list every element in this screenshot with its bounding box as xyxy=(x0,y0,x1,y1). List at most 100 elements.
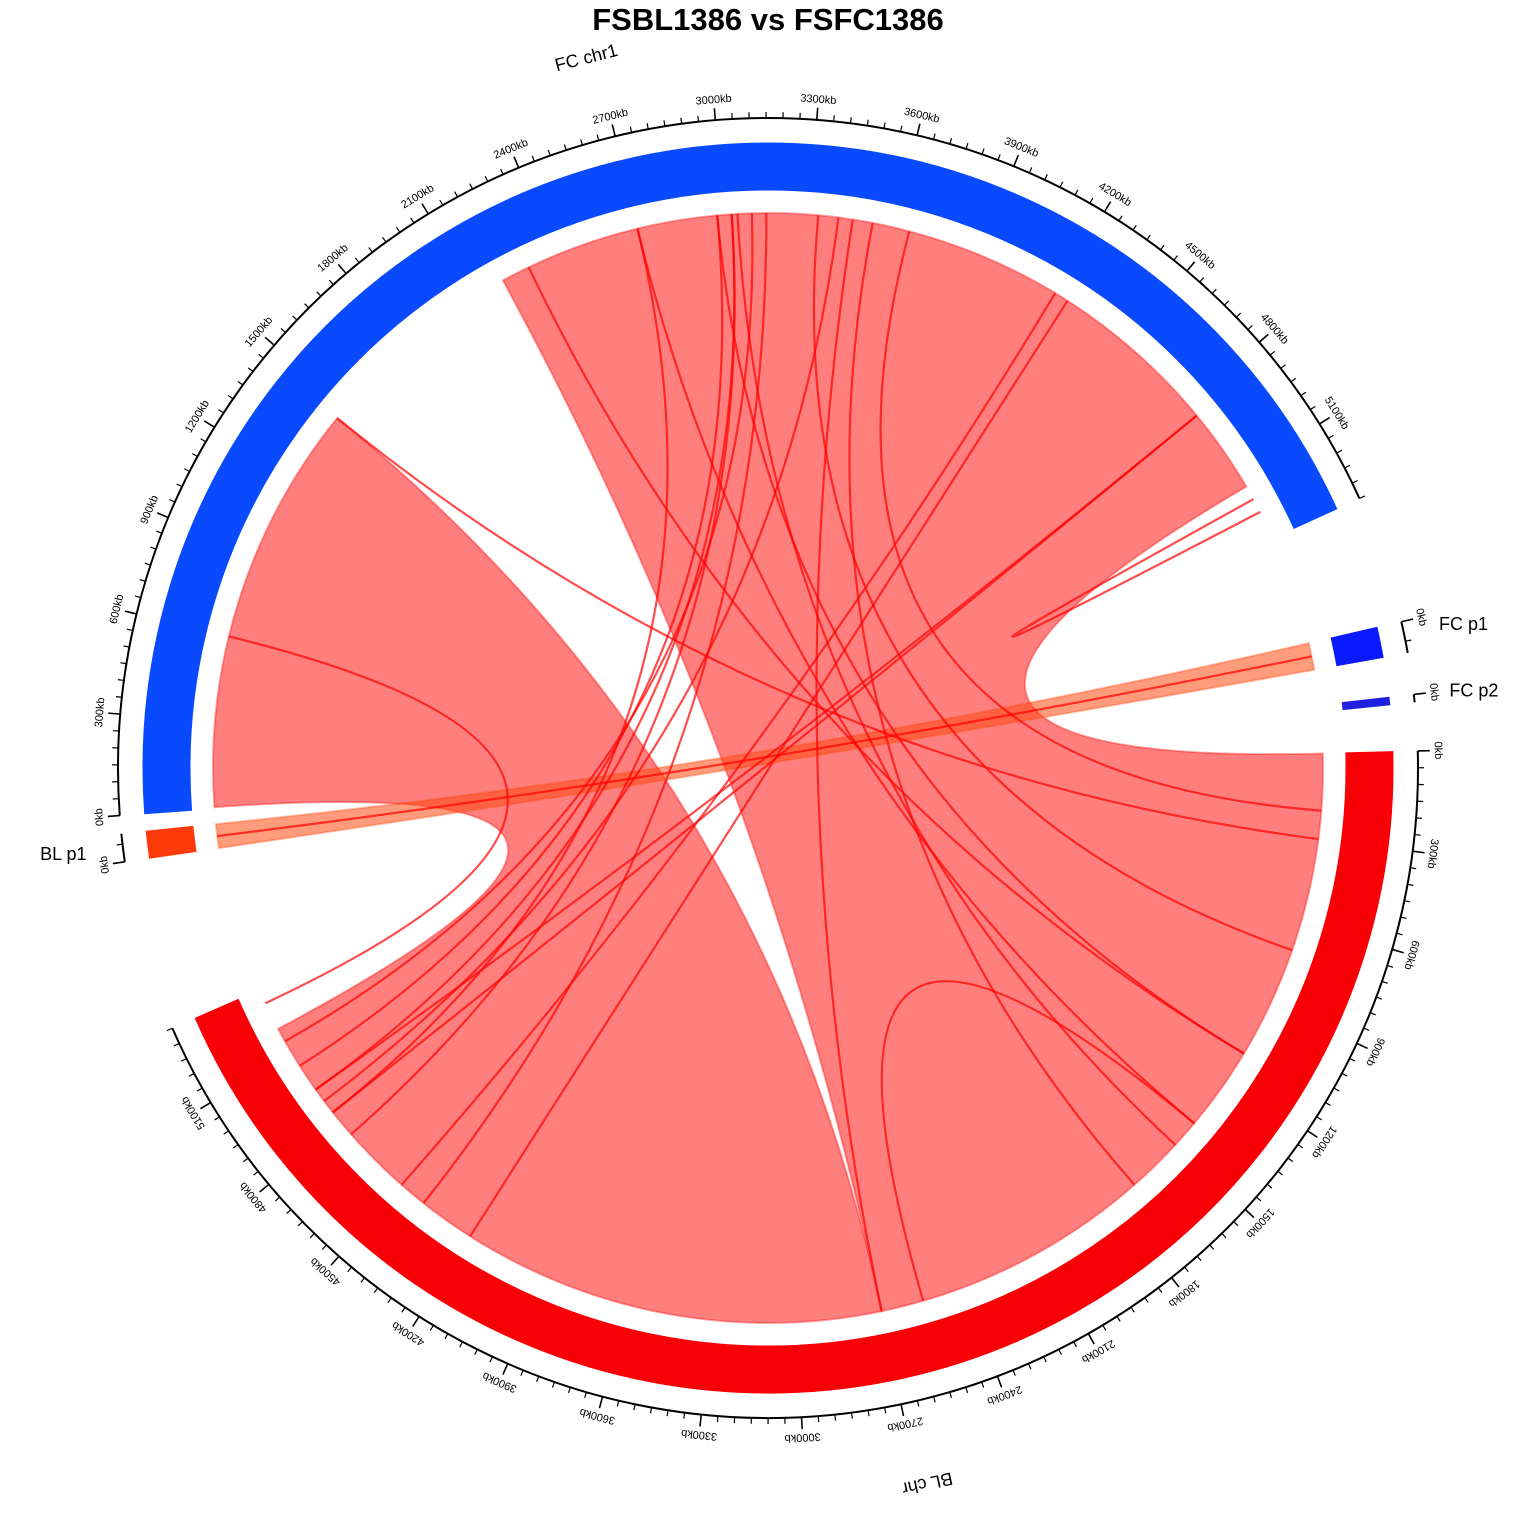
link-17 xyxy=(332,228,669,1114)
minor-tick xyxy=(183,468,190,472)
minor-tick xyxy=(1012,1369,1016,1376)
tick-label: 1200kb xyxy=(1309,1124,1339,1161)
minor-tick xyxy=(214,1116,220,1121)
link-20 xyxy=(1011,498,1261,638)
major-tick xyxy=(611,124,616,137)
minor-tick xyxy=(176,483,183,488)
minor-tick xyxy=(1255,1196,1262,1202)
axis-bl_chr xyxy=(171,750,1419,1419)
minor-tick xyxy=(1359,495,1366,499)
tick-label: 4200kb xyxy=(1096,180,1133,209)
minor-tick xyxy=(1089,197,1094,204)
tick-label: 3900kb xyxy=(1002,135,1040,160)
minor-tick xyxy=(274,1196,281,1202)
minor-tick xyxy=(382,236,387,243)
minor-tick xyxy=(1376,996,1383,1000)
axis-fc_p1 xyxy=(1400,621,1409,654)
tick-label: 4800kb xyxy=(237,1180,269,1215)
major-tick xyxy=(598,1396,604,1409)
major-tick xyxy=(502,1363,509,1375)
minor-tick xyxy=(899,125,903,132)
tick-label: 0kb xyxy=(1427,683,1441,702)
minor-tick xyxy=(286,1209,292,1215)
link-8 xyxy=(336,417,1319,841)
minor-tick xyxy=(401,1306,406,1313)
major-tick xyxy=(1306,1130,1318,1139)
minor-tick xyxy=(633,1404,636,1411)
tick-label: 3900kb xyxy=(481,1369,519,1394)
link-21 xyxy=(228,635,509,1005)
tick-label: 2700kb xyxy=(886,1414,924,1433)
minor-tick xyxy=(649,1407,653,1414)
link-13 xyxy=(299,215,724,1067)
minor-tick xyxy=(123,645,130,648)
sector-label-bl_chr: BL chr xyxy=(900,1468,954,1499)
major-tick xyxy=(124,610,137,615)
minor-tick xyxy=(1287,1157,1294,1163)
diagram-title: FSBL1386 vs FSFC1386 xyxy=(592,2,944,37)
minor-tick xyxy=(666,1410,669,1417)
link-18 xyxy=(422,212,768,1204)
minor-tick xyxy=(1199,277,1205,283)
minor-tick xyxy=(1269,350,1276,356)
minor-tick xyxy=(981,148,985,155)
minor-tick xyxy=(1159,244,1165,251)
minor-tick xyxy=(680,117,683,124)
major-tick xyxy=(1258,333,1269,343)
minor-tick xyxy=(297,1221,303,1227)
ribbon-2 xyxy=(214,641,1316,850)
minor-tick xyxy=(520,1369,524,1376)
minor-tick xyxy=(218,409,224,414)
minor-tick xyxy=(117,679,125,682)
minor-tick xyxy=(1196,1255,1202,1262)
major-tick xyxy=(800,1417,803,1430)
minor-tick xyxy=(949,138,953,145)
minor-tick xyxy=(1341,1072,1348,1077)
minor-tick xyxy=(1073,1341,1077,1348)
minor-tick xyxy=(280,328,286,333)
major-tick xyxy=(421,203,429,215)
major-tick xyxy=(1186,261,1196,272)
tick-label: 3600kb xyxy=(903,106,941,126)
minor-tick xyxy=(883,122,886,129)
minor-tick xyxy=(1116,1316,1121,1322)
minor-tick xyxy=(247,367,254,372)
tick-label: 1800kb xyxy=(315,242,350,275)
link-9 xyxy=(400,292,1057,1186)
minor-tick xyxy=(965,143,969,150)
minor-tick xyxy=(1300,391,1307,397)
link-1 xyxy=(879,231,1322,812)
minor-tick xyxy=(1059,181,1064,188)
minor-tick xyxy=(188,1072,195,1077)
minor-tick xyxy=(1396,932,1403,936)
tick-label: 2400kb xyxy=(985,1383,1023,1407)
minor-tick xyxy=(1102,1324,1107,1331)
minor-tick xyxy=(191,453,198,458)
minor-tick xyxy=(1044,174,1048,181)
minor-tick xyxy=(1043,1356,1047,1363)
minor-tick xyxy=(459,1341,464,1348)
minor-tick xyxy=(1363,1027,1370,1032)
minor-tick xyxy=(547,149,551,156)
major-tick xyxy=(412,1316,420,1328)
minor-tick xyxy=(134,595,141,599)
link-19 xyxy=(350,214,736,1136)
minor-tick xyxy=(474,1349,478,1356)
minor-tick xyxy=(1144,1297,1149,1303)
major-tick xyxy=(108,712,121,715)
minor-tick xyxy=(126,628,133,632)
minor-tick xyxy=(629,126,633,133)
minor-tick xyxy=(454,191,459,198)
minor-tick xyxy=(258,353,264,359)
minor-tick xyxy=(156,530,163,534)
major-tick xyxy=(699,1414,703,1427)
minor-tick xyxy=(1224,300,1230,306)
tick-label: 4200kb xyxy=(390,1319,427,1348)
minor-tick xyxy=(1316,1116,1322,1121)
minor-tick xyxy=(292,315,298,321)
tick-label: 0kb xyxy=(1432,741,1444,759)
minor-tick xyxy=(1410,867,1417,870)
major-tick xyxy=(816,107,819,120)
tick-label: 900kb xyxy=(138,494,161,526)
